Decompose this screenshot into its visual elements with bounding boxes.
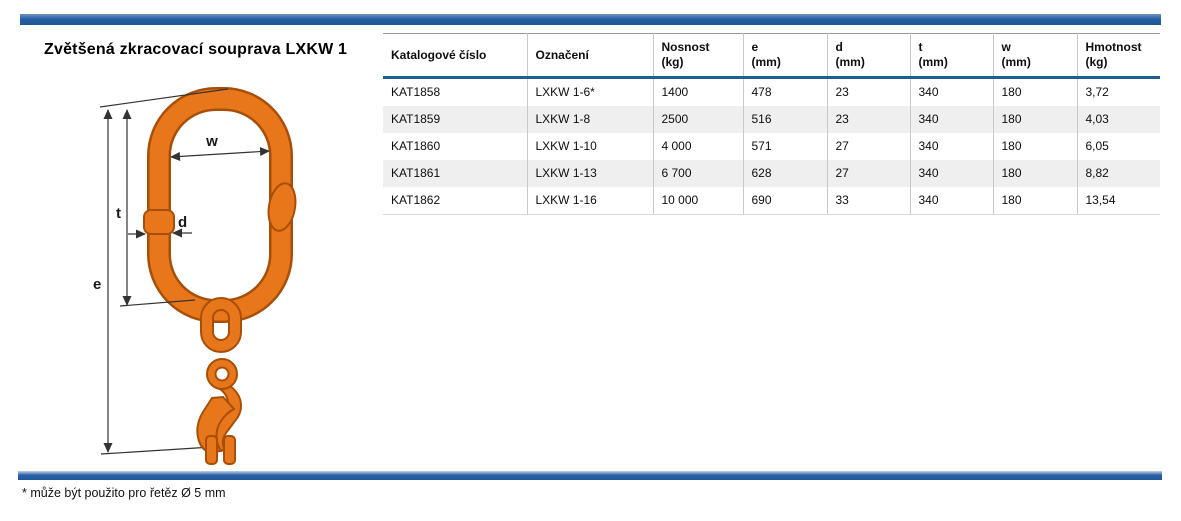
table-cell: LXKW 1-13 xyxy=(526,160,653,187)
connector-link xyxy=(200,297,242,353)
table-row: KAT1859 LXKW 1-8 2500 516 23 340 180 4,03 xyxy=(383,106,1160,133)
dim-label-d: d xyxy=(178,214,187,231)
column-header: w (mm) xyxy=(992,33,1077,79)
table-cell: 340 xyxy=(909,187,993,215)
dimension-lines: e t w d xyxy=(93,88,270,455)
marking-boss xyxy=(267,182,297,232)
master-link-hook-drawing: e t w d xyxy=(93,87,297,465)
dim-label-e: e xyxy=(93,276,101,293)
table-cell: KAT1860 xyxy=(391,139,441,153)
table-cell: 180 xyxy=(992,106,1077,133)
column-header: Hmotnost (kg) xyxy=(1076,33,1160,79)
table-cell: 340 xyxy=(909,106,993,133)
master-link-ring xyxy=(143,87,297,323)
table-header-row: Katalogové číslo Označení Nosnost (kg) e (mm)… xyxy=(383,33,1160,79)
bottom-divider-bar xyxy=(18,471,1162,480)
table-row: KAT1860 LXKW 1-10 4 000 571 27 340 180 6,05 xyxy=(383,133,1160,160)
table-cell: LXKW 1-8 xyxy=(526,106,653,133)
table-cell: 8,82 xyxy=(1076,160,1160,187)
table-cell: LXKW 1-6* xyxy=(526,77,653,106)
table-cell: 516 xyxy=(742,106,827,133)
table-cell: 340 xyxy=(909,77,993,106)
column-header: Nosnost (kg) xyxy=(652,33,743,79)
table-row: KAT1861 LXKW 1-13 6 700 628 27 340 180 8,82 xyxy=(383,160,1160,187)
table-cell: 2500 xyxy=(652,106,743,133)
table-cell: 340 xyxy=(909,133,993,160)
table-cell: 180 xyxy=(992,77,1077,106)
shortening-hook xyxy=(196,358,243,465)
column-header: e (mm) xyxy=(742,33,827,79)
table-cell: LXKW 1-16 xyxy=(526,187,653,215)
table-cell: 571 xyxy=(742,133,827,160)
table-cell: 3,72 xyxy=(1076,77,1160,106)
table-cell: 23 xyxy=(826,106,910,133)
dim-label-w: w xyxy=(205,133,218,150)
table-cell: KAT1861 xyxy=(391,166,441,180)
table-cell: 4 000 xyxy=(652,133,743,160)
table-cell: 27 xyxy=(826,160,910,187)
dim-label-t: t xyxy=(116,205,121,222)
table-cell: 4,03 xyxy=(1076,106,1160,133)
table-cell: 478 xyxy=(742,77,827,106)
top-divider-bar xyxy=(20,14,1161,25)
hook-eye-hole xyxy=(214,366,230,382)
spec-table: Katalogové číslo Označení Nosnost (kg) e (mm)… xyxy=(383,33,1160,215)
table-cell: LXKW 1-10 xyxy=(526,133,653,160)
table-cell: 690 xyxy=(742,187,827,215)
table-row: KAT1862 LXKW 1-16 10 000 690 33 340 180 13,54 xyxy=(383,187,1160,215)
table-cell: 6 700 xyxy=(652,160,743,187)
table-cell: 628 xyxy=(742,160,827,187)
table-body: KAT1858 LXKW 1-6* 1400 478 23 340 180 3,72 KAT18… xyxy=(383,77,1160,215)
page-title: Zvětšená zkracovací souprava LXKW 1 xyxy=(44,41,348,58)
table-cell: 180 xyxy=(992,187,1077,215)
table-cell: KAT1858 xyxy=(391,85,441,99)
table-cell: 1400 xyxy=(652,77,743,106)
table-cell: 27 xyxy=(826,133,910,160)
table-cell: 23 xyxy=(826,77,910,106)
table-cell: 10 000 xyxy=(652,187,743,215)
weld-collar xyxy=(143,209,175,235)
table-cell: 13,54 xyxy=(1076,187,1160,215)
column-header: Označení xyxy=(526,33,653,79)
table-row: KAT1858 LXKW 1-6* 1400 478 23 340 180 3,72 xyxy=(383,77,1160,106)
table-cell: 180 xyxy=(992,160,1077,187)
table-cell: 6,05 xyxy=(1076,133,1160,160)
table-cell: 180 xyxy=(992,133,1077,160)
footnote: * může být použito pro řetěz Ø 5 mm xyxy=(22,486,226,500)
column-header: Katalogové číslo xyxy=(383,33,527,79)
column-header: t (mm) xyxy=(909,33,993,79)
table-cell: 340 xyxy=(909,160,993,187)
table-cell: KAT1859 xyxy=(391,112,441,126)
column-header: d (mm) xyxy=(826,33,910,79)
product-diagram: e t w d xyxy=(60,60,380,480)
table-cell: 33 xyxy=(826,187,910,215)
table-cell: KAT1862 xyxy=(383,187,527,215)
